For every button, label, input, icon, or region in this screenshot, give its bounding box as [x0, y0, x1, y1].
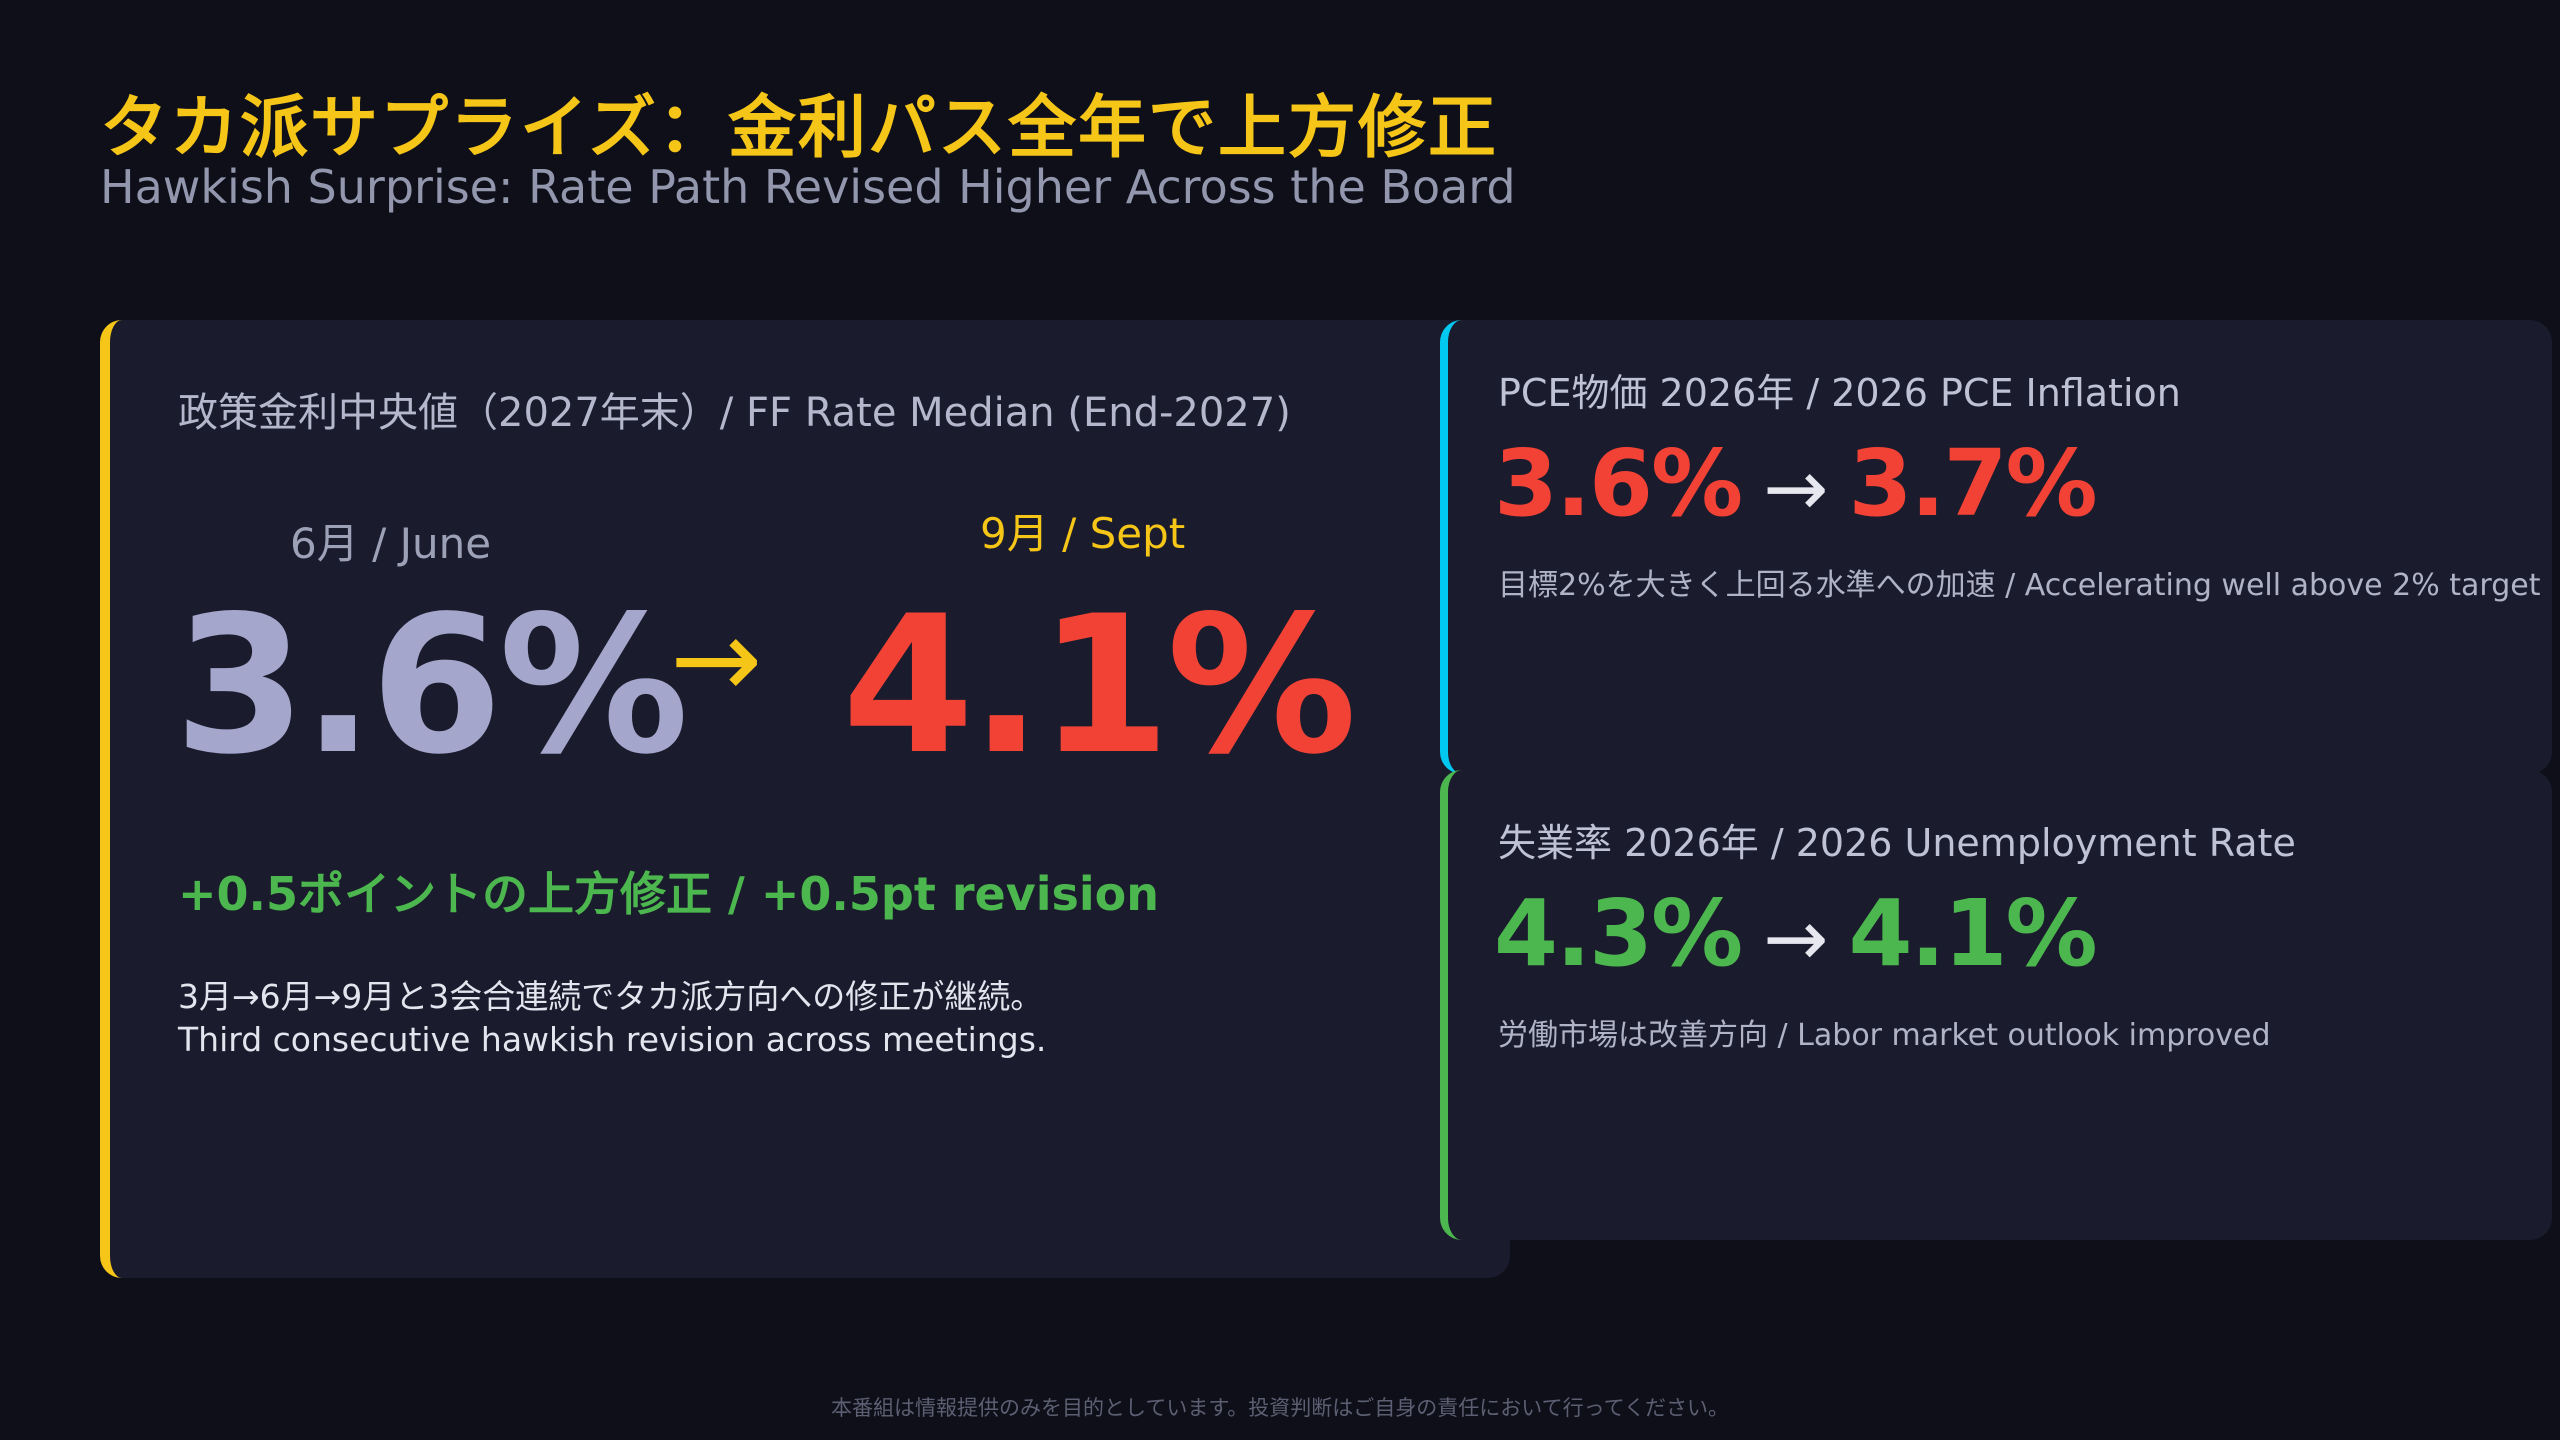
- unemployment-from-value: 4.3%: [1494, 880, 1743, 987]
- unemployment-to-value: 4.1%: [1848, 880, 2098, 987]
- ff-rate-label: 政策金利中央値（2027年末）/ FF Rate Median (End-202…: [178, 390, 1291, 436]
- arrow-right-icon: →: [1763, 444, 1828, 534]
- note-jp: 3月→6月→9月と3会合連続でタカ派方向への修正が継続。: [178, 977, 1044, 1016]
- sept-value: 4.1%: [842, 575, 1357, 796]
- june-label: 6月 / June: [290, 519, 492, 568]
- ff-rate-card: 政策金利中央値（2027年末）/ FF Rate Median (End-202…: [100, 320, 1510, 1278]
- pce-description: 目標2%を大きく上回る水準への加速 / Accelerating well ab…: [1498, 568, 2541, 603]
- arrow-right-icon: →: [670, 595, 763, 723]
- pce-to-value: 3.7%: [1848, 430, 2098, 537]
- pce-from-value: 3.6%: [1494, 430, 1743, 537]
- note-en: Third consecutive hawkish revision acros…: [178, 1020, 1047, 1059]
- unemployment-title: 失業率 2026年 / 2026 Unemployment Rate: [1498, 821, 2296, 865]
- june-value: 3.6%: [174, 575, 689, 796]
- pce-values: 3.6% → 3.7%: [1494, 430, 2098, 537]
- page-subtitle: Hawkish Surprise: Rate Path Revised High…: [100, 160, 1516, 214]
- pce-title: PCE物価 2026年 / 2026 PCE Inflation: [1498, 371, 2181, 415]
- unemployment-description: 労働市場は改善方向 / Labor market outlook improve…: [1498, 1018, 2271, 1053]
- unemployment-values: 4.3% → 4.1%: [1494, 880, 2098, 987]
- pce-card: PCE物価 2026年 / 2026 PCE Inflation 3.6% → 3.…: [1440, 320, 2552, 774]
- arrow-right-icon: →: [1763, 894, 1828, 984]
- disclaimer: 本番組は情報提供のみを目的としています。投資判断はご自身の責任において行ってくだ…: [831, 1396, 1729, 1420]
- sept-label: 9月 / Sept: [980, 509, 1186, 558]
- revision-text: +0.5ポイントの上方修正 / +0.5pt revision: [178, 867, 1159, 921]
- unemployment-card: 失業率 2026年 / 2026 Unemployment Rate 4.3% →…: [1440, 770, 2552, 1240]
- page-title: タカ派サプライズ：金利パス全年で上方修正: [100, 89, 1498, 168]
